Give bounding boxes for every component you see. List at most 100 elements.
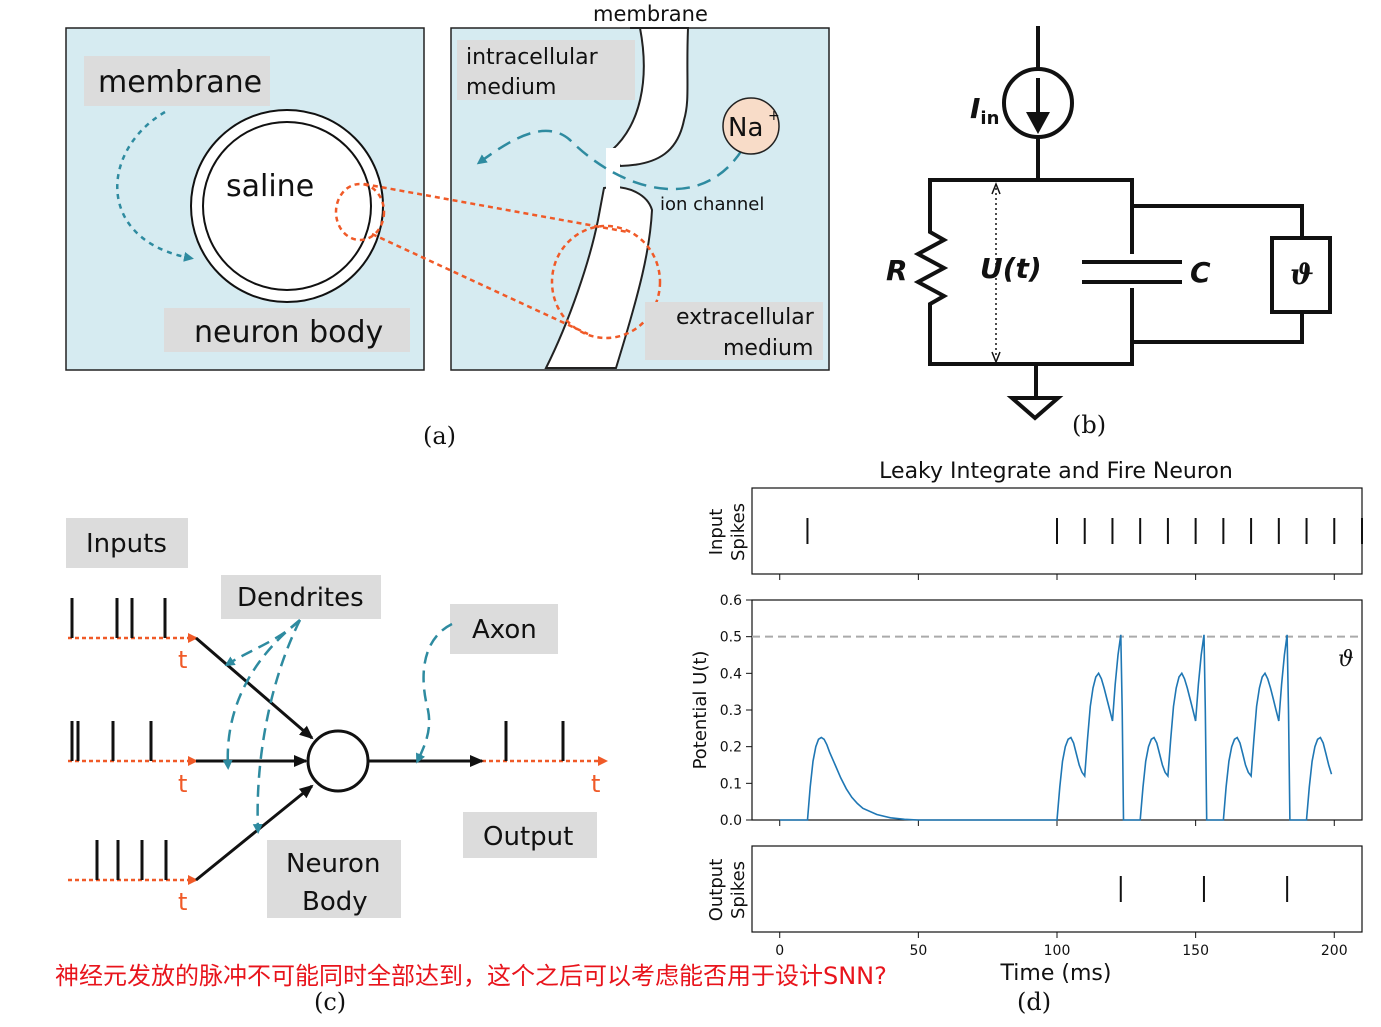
panel-b-labels: Iin R U(t) C ϑ (b) xyxy=(886,92,1314,439)
x-tick-label: 100 xyxy=(1044,943,1071,959)
axon-label: Axon xyxy=(472,615,537,645)
input-spikes-d xyxy=(806,518,1363,544)
membrane-label-box xyxy=(84,56,270,106)
current-label: Iin xyxy=(970,92,999,129)
x-axis-label: Time (ms) xyxy=(1000,961,1112,986)
output-label: Output xyxy=(483,822,573,852)
threshold-label: ϑ xyxy=(1290,258,1314,291)
neuron-body-label: neuron body xyxy=(194,315,383,350)
y-tick-label: 0.3 xyxy=(720,703,742,719)
zoom-line-bottom xyxy=(371,232,589,336)
panel-a: membrane saline neuron body membrane int… xyxy=(65,0,830,450)
handwritten-note: 神经元发放的脉冲不可能同时全部达到，这个之后可以考虑能否用于设计SNN? xyxy=(55,962,887,990)
voltage-arrow-top xyxy=(991,181,1001,195)
dendrites-label-box xyxy=(221,575,381,619)
ion-channel-label: ion channel xyxy=(660,194,764,215)
membrane-label: membrane xyxy=(98,65,262,100)
zoom-circle-large xyxy=(550,224,662,340)
membrane-pointer-arrow xyxy=(116,110,194,262)
y-tick-label: 0.6 xyxy=(720,593,742,609)
inputs-label: Inputs xyxy=(86,529,167,559)
axon-label-box xyxy=(450,604,558,654)
na-ion-charge: + xyxy=(768,108,780,124)
caption-d: (d) xyxy=(1017,988,1051,1016)
threshold-return-wire xyxy=(1132,312,1304,344)
dendrites-label: Dendrites xyxy=(237,583,364,613)
voltage-label: U(t) xyxy=(980,252,1042,285)
panel-d: Leaky Integrate and Fire Neuron 0.00.10.… xyxy=(690,459,1363,1016)
capacitor-label: C xyxy=(1190,256,1211,289)
zoom-circle-small xyxy=(334,182,386,242)
x-tick-label: 0 xyxy=(775,943,784,959)
y-ticks: 0.0 0.1 0.2 0.3 0.4 0.5 0.6 xyxy=(720,593,752,829)
x-ticks: 0 50 100 150 200 xyxy=(775,574,1348,959)
synapse-arrow-1 xyxy=(195,636,314,740)
t-label-1: t xyxy=(178,646,187,674)
x-tick-label: 200 xyxy=(1321,943,1348,959)
neuron-body-c-label-1: Neuron xyxy=(286,849,380,879)
y-tick-label: 0.2 xyxy=(720,740,742,756)
intracellular-label-2: medium xyxy=(466,75,556,100)
panel-c: Inputs Dendrites Axon Output Neuron Body… xyxy=(66,518,608,1016)
na-ion xyxy=(722,97,780,155)
output-spikes-ylabel-2: Spikes xyxy=(728,861,749,919)
output-spikes-axes xyxy=(751,845,1363,933)
threshold-branch-wire xyxy=(1132,204,1304,238)
intracellular-label-box xyxy=(457,40,635,100)
resistor-zigzag xyxy=(913,224,949,310)
x-tick-label: 50 xyxy=(909,943,927,959)
t-label-3: t xyxy=(178,888,187,916)
caption-a: (a) xyxy=(423,422,456,450)
y-tick-label: 0.1 xyxy=(720,776,742,792)
extracellular-label-box xyxy=(645,302,823,360)
potential-axes xyxy=(751,599,1363,821)
extracellular-label-1: extracellular xyxy=(676,305,815,330)
input-spikes-2 xyxy=(70,721,153,761)
membrane-upper xyxy=(610,27,690,168)
panel-b xyxy=(913,26,1332,421)
current-arrow-head xyxy=(1026,112,1050,134)
input-spikes-ylabel-2: Spikes xyxy=(728,503,749,561)
neuron-body-label-box xyxy=(164,308,410,352)
output-spikes-ylabel-1: Output xyxy=(706,859,727,922)
membrane-top-label: membrane xyxy=(593,2,708,26)
current-label-subscript: in xyxy=(980,108,999,129)
extracellular-label-2: medium xyxy=(723,336,813,361)
neuron-body-inner xyxy=(202,121,372,291)
potential-trace xyxy=(779,634,1333,821)
t-label-out: t xyxy=(591,770,600,798)
output-spikes-d xyxy=(1119,876,1289,902)
saline-label: saline xyxy=(226,169,314,204)
dendrite-pointer-2 xyxy=(222,619,301,770)
voltage-arrow-bottom xyxy=(991,351,1001,365)
output-label-box xyxy=(463,812,597,858)
t-label-2: t xyxy=(178,770,187,798)
caption-b: (b) xyxy=(1072,411,1106,439)
dendrite-pointer-3 xyxy=(252,619,302,834)
membrane-top-label-bg xyxy=(588,0,718,26)
inputs-label-box xyxy=(66,518,188,568)
threshold-box xyxy=(1270,236,1332,314)
input-spikes-1 xyxy=(70,598,167,638)
ion-flow-arrow xyxy=(476,129,744,191)
caption-c: (c) xyxy=(314,988,346,1016)
neuron-body-c-label-2: Body xyxy=(302,887,368,917)
y-tick-label: 0.5 xyxy=(720,630,742,646)
potential-ylabel: Potential U(t) xyxy=(690,651,711,770)
neuron-body-c-label-box xyxy=(267,840,401,918)
threshold-symbol-d: ϑ xyxy=(1338,647,1354,672)
ground-symbol xyxy=(1006,396,1064,421)
input-spikes-3 xyxy=(95,840,168,880)
axon-pointer xyxy=(416,622,453,764)
lif-title: Leaky Integrate and Fire Neuron xyxy=(879,459,1233,484)
na-ion-label: Na xyxy=(728,113,763,143)
ion-channel-gap xyxy=(606,148,620,192)
intracellular-label-1: intracellular xyxy=(466,45,599,70)
y-tick-label: 0.0 xyxy=(720,813,742,829)
x-tick-label: 150 xyxy=(1182,943,1209,959)
input-spikes-ylabel-1: Input xyxy=(706,509,727,556)
output-spikes-c xyxy=(504,721,565,761)
neuron-soma xyxy=(306,729,370,793)
y-tick-label: 0.4 xyxy=(720,666,742,682)
